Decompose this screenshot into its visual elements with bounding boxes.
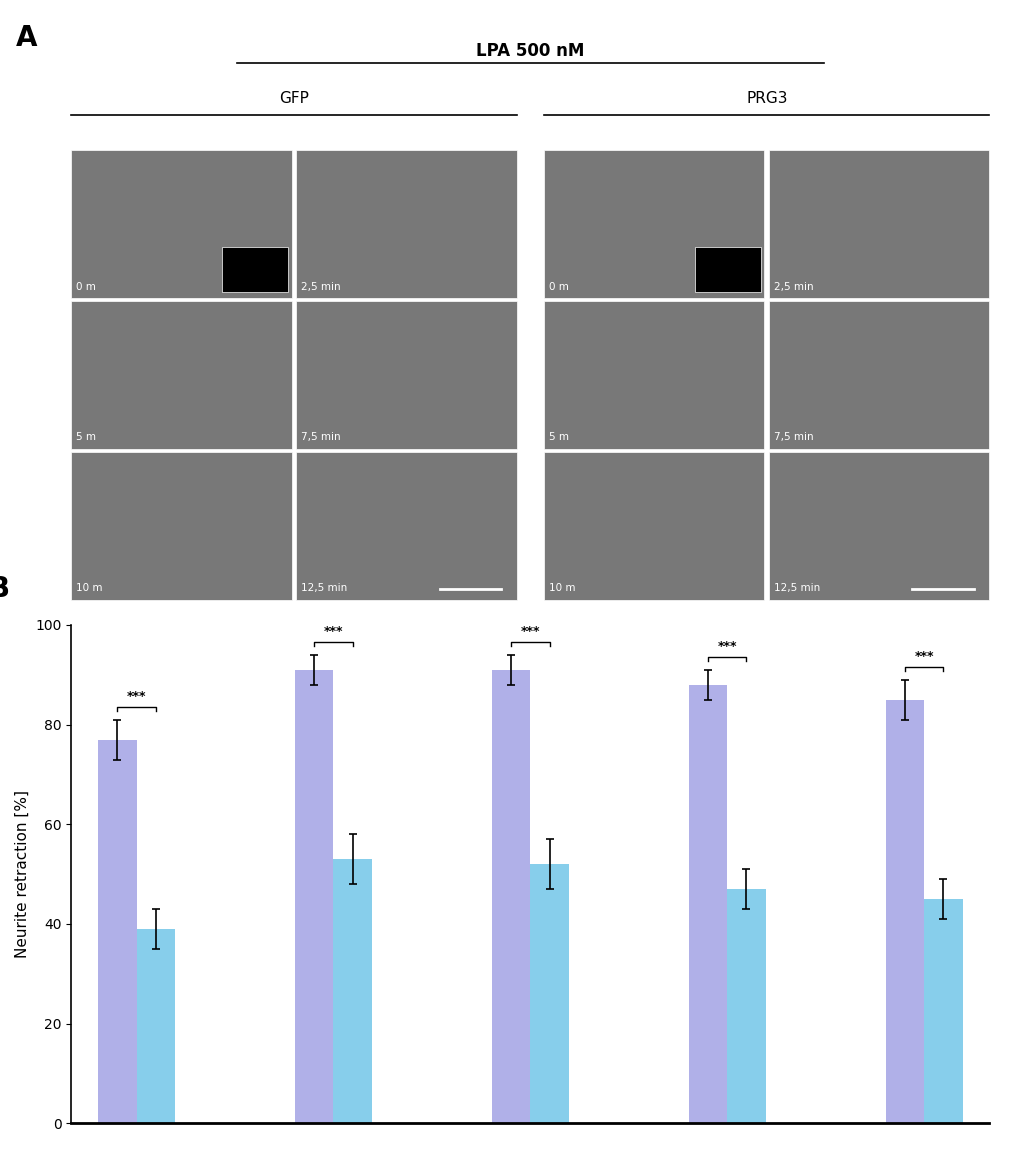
Bar (222, 247, 287, 291)
Text: 7,5 min: 7,5 min (301, 432, 340, 442)
Text: ***: *** (126, 690, 146, 703)
Bar (886, 700, 923, 1123)
Text: 12,5 min: 12,5 min (301, 583, 346, 593)
Text: 7,5 min: 7,5 min (773, 432, 812, 442)
Bar (544, 301, 764, 449)
Text: ***: *** (717, 640, 737, 653)
Bar (294, 669, 333, 1123)
Bar (98, 739, 137, 1123)
Text: LPA 500 nM: LPA 500 nM (476, 42, 584, 60)
Text: B: B (0, 576, 10, 604)
Bar (544, 452, 764, 599)
Text: 10 m: 10 m (76, 583, 102, 593)
Text: 5 m: 5 m (76, 432, 96, 442)
Text: 0 m: 0 m (76, 282, 96, 291)
Bar (544, 150, 764, 298)
Text: 5 m: 5 m (548, 432, 569, 442)
Text: 10 m: 10 m (548, 583, 575, 593)
Text: ***: *** (520, 626, 540, 639)
Text: 2,5 min: 2,5 min (773, 282, 812, 291)
Bar (530, 865, 569, 1123)
Text: 2,5 min: 2,5 min (301, 282, 340, 291)
Text: ***: *** (914, 651, 933, 663)
Bar (768, 301, 988, 449)
Text: GFP: GFP (279, 91, 309, 106)
Bar (333, 859, 371, 1123)
Bar (71, 301, 291, 449)
Bar (71, 452, 291, 599)
Bar (137, 929, 174, 1123)
Bar (296, 301, 516, 449)
Y-axis label: Neurite retraction [%]: Neurite retraction [%] (14, 790, 30, 958)
Bar (694, 247, 760, 291)
Bar (768, 150, 988, 298)
Text: PRG3: PRG3 (745, 91, 787, 106)
Bar (768, 452, 988, 599)
Bar (689, 684, 727, 1123)
Text: ***: *** (323, 626, 342, 639)
Bar (296, 452, 516, 599)
Bar (296, 150, 516, 298)
Text: 12,5 min: 12,5 min (773, 583, 819, 593)
Bar (71, 150, 291, 298)
Bar (491, 669, 530, 1123)
Bar (923, 899, 962, 1123)
Text: A: A (16, 25, 38, 53)
Text: 0 m: 0 m (548, 282, 568, 291)
Bar (727, 889, 765, 1123)
